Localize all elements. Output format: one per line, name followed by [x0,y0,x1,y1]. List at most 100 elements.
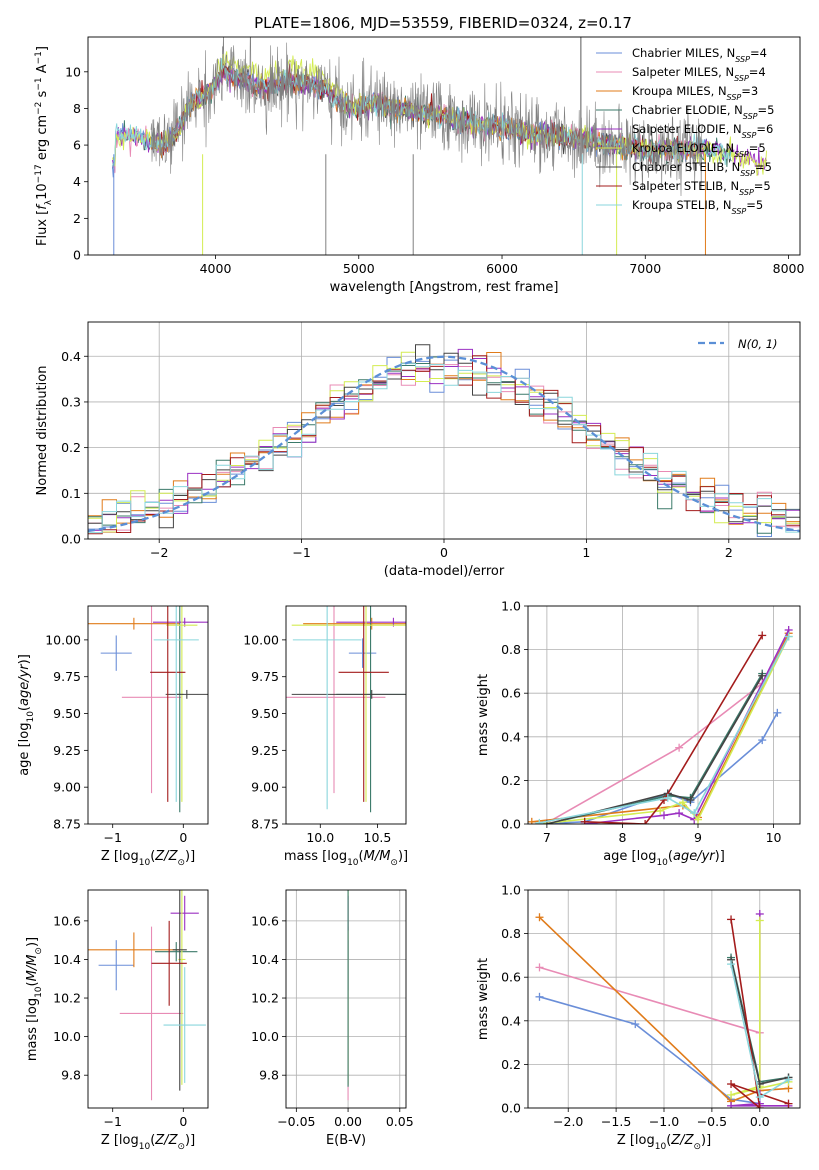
axes-frame [527,889,801,1109]
legend-tail: =5 [749,141,766,155]
y-tick-label: 0.1 [61,486,81,501]
label-part: 10 [34,986,44,998]
x-tick-label: −1 [292,545,310,560]
y-tick-label: 0 [73,248,81,263]
y-tick-label: 0.0 [501,817,521,832]
plot-area [88,606,208,813]
x-tick-label: 6000 [486,261,518,276]
y-tick-label: 10.2 [251,991,279,1006]
plot-area [111,37,767,255]
label-part: age/yr [17,663,32,706]
x-axis-label: E(B-V) [326,1133,366,1148]
legend-tail: =5 [755,160,772,174]
y-tick-label: 10.2 [53,991,81,1006]
plot-area [88,890,206,1101]
y-tick-label: 0.4 [501,729,521,744]
label-part: erg cm [35,115,50,164]
legend-main: Salpeter STELIB, N [632,179,739,193]
x-axis-label: age [log10(age/yr)] [603,849,725,868]
legend-main: Chabrier STELIB, N [632,160,740,174]
label-part: )] [398,849,408,864]
legend-sub: SSP [734,74,749,83]
label-part: M/M [364,849,391,864]
label-part: mass [log [25,998,40,1061]
label-part: 10 [347,858,359,868]
y-tick-label: 2 [73,211,81,226]
label-part: ( [666,1133,671,1148]
legend-sub: SSP [742,131,757,140]
legend-sub: SSP [740,169,755,178]
residuals-panel: −2 −1 0 1 2 0.0 0.1 0.2 0.3 0.4 N(0, 1) (data-model… [35,321,801,579]
mass-vs-extinction-panel: −0.05 0.00 0.05 9.8 10.0 10.2 10.4 10.6 E(B-V) [251,889,414,1148]
legend-entry: Kroupa STELIB, NSSP=5 [632,198,763,216]
y-tick-label: 1.0 [501,883,521,898]
legend-main: Kroupa MILES, N [632,84,727,98]
label-part: ( [359,849,364,864]
x-tick-label: −1 [103,1114,121,1129]
legend-entry: N(0, 1) [738,337,778,351]
y-tick-label: 10.00 [243,632,279,647]
y-tick-label: 0.2 [501,1057,521,1072]
y-axis-label: Normed distribution [35,366,50,496]
label-part: ⊙ [390,858,398,868]
figure-title: PLATE=1806, MJD=53559, FIBERID=0324, z=0… [254,14,632,32]
label-part: −2 [34,102,44,115]
y-tick-label: 9.50 [251,706,279,721]
observed-spectrum-line [150,37,703,197]
y-tick-label: 10.00 [45,632,81,647]
y-tick-label: 0.2 [501,773,521,788]
label-part: 10 [656,858,668,868]
label-part: Z [log [617,1133,655,1148]
label-part: 10 [35,183,50,200]
plot-area [528,625,793,824]
label-part: −1 [34,77,44,90]
y-tick-label: 10.6 [53,913,81,928]
y-tick-label: 4 [73,174,81,189]
y-tick-label: 9.8 [259,1068,279,1083]
legend-sub: SSP [739,188,754,197]
label-part: mass [log [284,849,347,864]
x-tick-label: 0.05 [386,1114,414,1129]
plot-area [88,344,800,537]
label-part: 10 [26,711,36,723]
legend-main: Chabrier ELODIE, N [632,103,743,117]
x-tick-label: −2.0 [553,1114,583,1129]
x-axis-label: Z [log10(Z/Z⊙)] [101,849,195,868]
legend-sub: SSP [743,112,758,121]
y-tick-label: 0.0 [61,532,81,547]
x-tick-label: 8 [618,830,626,845]
legend-main: Kroupa STELIB, N [632,198,732,212]
legend-main: Kroupa ELODIE, N [632,141,734,155]
axes-frame [87,605,209,825]
legend-entry: Salpeter MILES, NSSP=4 [632,65,766,83]
label-part: )] [17,654,32,664]
y-tick-label: 10 [65,64,81,79]
x-tick-label: 8000 [773,261,805,276]
x-tick-label: 10 [766,830,782,845]
label-part: )] [701,1133,711,1148]
legend-main: Salpeter MILES, N [632,65,734,79]
label-part: ( [25,981,40,986]
legend-tail: =4 [750,46,767,60]
residual-histogram-step [88,363,800,534]
x-tick-label: 9 [694,830,702,845]
label-part: )] [185,1133,195,1148]
y-tick-label: 0.4 [501,1013,521,1028]
label-part: Z [log [101,849,139,864]
x-tick-label: 0.00 [334,1114,362,1129]
label-part: ( [150,1133,155,1148]
legend-sub: SSP [735,55,750,64]
y-tick-label: 0.2 [61,440,81,455]
x-tick-label: 7 [543,830,551,845]
x-tick-label: 10.5 [364,830,392,845]
label-part: )] [715,849,725,864]
y-tick-label: 9.00 [251,780,279,795]
y-tick-label: 0.8 [501,926,521,941]
x-axis-label: Z [log10(Z/Z⊙)] [101,1133,195,1152]
y-tick-label: 0.6 [501,686,521,701]
label-part: Flux [ [35,210,50,246]
y-tick-label: 9.75 [251,669,279,684]
